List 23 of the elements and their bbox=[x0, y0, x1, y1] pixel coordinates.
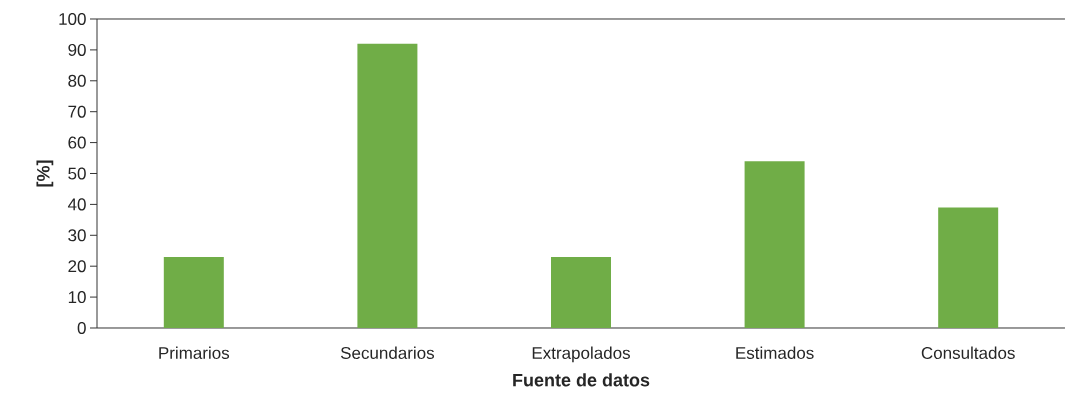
y-tick-label: 70 bbox=[68, 105, 86, 118]
x-axis-title: Fuente de datos bbox=[513, 373, 650, 387]
y-tick-label: 30 bbox=[68, 229, 86, 242]
bar bbox=[744, 161, 805, 328]
x-tick-label: Secundarios bbox=[340, 346, 435, 360]
y-axis-title: [%] bbox=[36, 160, 54, 187]
y-tick-label: 0 bbox=[77, 321, 86, 335]
y-tick-label: 50 bbox=[68, 167, 86, 180]
y-tick-label: 100 bbox=[59, 12, 86, 26]
bar bbox=[357, 43, 418, 328]
y-tick-label: 80 bbox=[68, 74, 86, 87]
y-tick-label: 60 bbox=[68, 136, 86, 149]
x-tick-label: Estimados bbox=[736, 346, 814, 360]
y-tick-label: 90 bbox=[68, 43, 86, 56]
y-tick-label: 20 bbox=[68, 260, 86, 273]
bar bbox=[551, 256, 611, 328]
x-tick-label: Consultados bbox=[921, 346, 1015, 360]
bar bbox=[938, 207, 999, 328]
bar bbox=[163, 256, 224, 328]
x-tick-label: Extrapolados bbox=[532, 346, 630, 363]
y-tick-label: 10 bbox=[68, 291, 86, 304]
x-tick-label: Primarios bbox=[159, 346, 230, 360]
y-tick-label: 40 bbox=[67, 198, 86, 211]
